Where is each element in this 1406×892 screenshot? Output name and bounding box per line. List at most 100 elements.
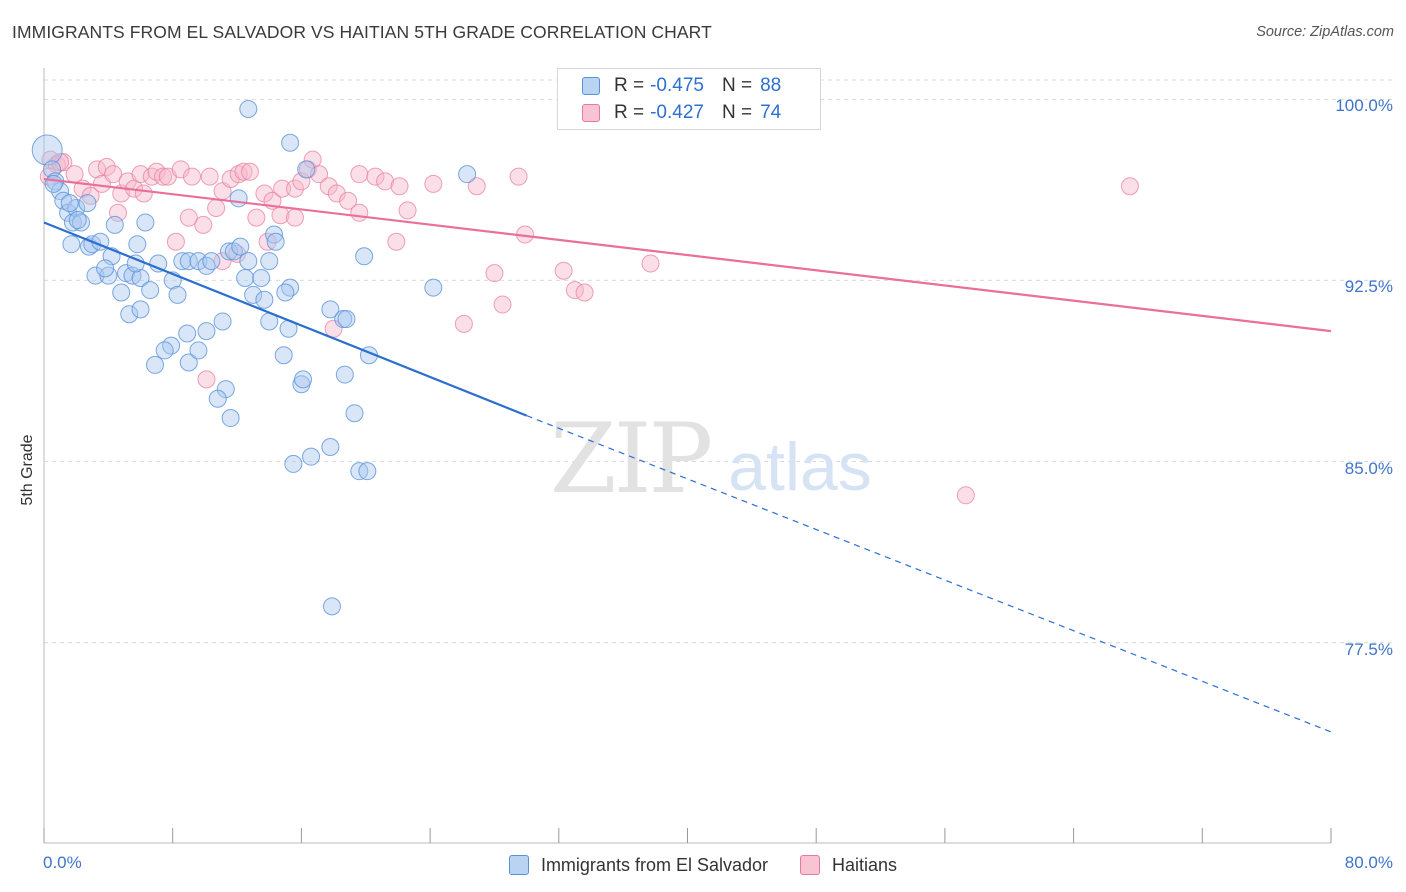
el-salvador-trend-extension [526,415,1332,733]
el-salvador-point [86,266,105,285]
y-tick-label: 77.5% [1344,639,1393,659]
axes [43,68,1332,844]
el-salvador-point [337,310,356,329]
haitians-point [398,201,417,220]
el-salvador-point [297,160,316,179]
legend-item-el-salvador[interactable]: Immigrants from El Salvador [508,854,769,876]
el-salvador-point [281,133,300,152]
el-salvador-point [335,365,354,384]
haitians-point [376,172,395,191]
el-salvador-point [302,447,321,466]
y-axis-title: 5th Grade [19,434,36,506]
el-salvador-point [131,300,150,319]
haitians-point [285,179,304,198]
el-salvador-point [213,312,232,331]
y-tick-label: 85.0% [1344,458,1393,478]
watermark-atlas: atlas [728,429,872,505]
x-tick-label-min: 0.0% [43,853,82,872]
legend-swatch-pink [800,855,821,875]
legend-label-el-salvador: Immigrants from El Salvador [540,854,769,875]
blue-n-value: 88 [760,75,782,96]
haitians-point [240,162,259,181]
legend-swatch-blue [508,855,529,875]
haitians-point [350,203,369,222]
el-salvador-point [321,300,340,319]
haitians-point [327,184,346,203]
legend: Immigrants from El Salvador Haitians [0,852,1406,878]
blue-swatch [582,77,600,95]
pink-n-label: N = [721,102,753,123]
haitians-point [339,191,358,210]
el-salvador-point [281,278,300,297]
haitians-point [366,167,385,186]
el-salvador-point [355,247,374,266]
el-salvador-point [179,353,198,372]
haitians-point [554,261,573,280]
legend-label-haitians: Haitians [832,854,898,875]
el-salvador-point [146,355,165,374]
haitians-point [454,314,473,333]
el-salvador-point [68,211,87,230]
haitians-point [200,167,219,186]
el-salvador-point [239,99,258,118]
haitians-point [285,208,304,227]
el-salvador-point [274,346,293,365]
el-salvador-point [236,268,255,287]
el-salvador-point [51,182,70,201]
haitians-point [97,157,116,176]
haitians-point [134,184,153,203]
haitians-point [956,486,975,505]
haitians-point [493,295,512,314]
haitians-point [424,174,443,193]
el-salvador-point [321,438,340,457]
el-salvador-point [178,324,197,343]
legend-item-haitians[interactable]: Haitians [800,855,897,876]
el-salvador-point [345,404,364,423]
el-salvador-point [173,252,192,271]
el-salvador-point [322,597,341,616]
haitians-point [350,165,369,184]
chart-title: IMMIGRANTS FROM EL SALVADOR VS HAITIAN 5… [12,22,712,42]
el-salvador-point [239,252,258,271]
el-salvador-point [60,194,79,213]
blue-r-label: R = [614,75,645,96]
x-tick-label-max: 80.0% [1344,853,1393,872]
pink-r-label: R = [614,102,645,123]
el-salvador-point [43,160,62,179]
haitians-point [247,208,266,227]
haitians-point [194,215,213,234]
el-salvador-point [112,283,131,302]
haitians-point [197,370,216,389]
el-salvador-point [202,252,221,271]
el-salvador-point [229,189,248,208]
y-tick-label: 100.0% [1335,96,1393,116]
blue-n-label: N = [721,75,753,96]
el-salvador-point [424,278,443,297]
haitians-point [171,160,190,179]
el-salvador-point [78,194,97,213]
el-salvador-point [265,225,284,244]
haitians-point [485,264,504,283]
haitians-point [154,167,173,186]
el-salvador-point [31,134,63,166]
source-label: Source: ZipAtlas.com [1256,24,1394,40]
haitians-point [387,232,406,251]
el-salvador-point [294,370,313,389]
haitians-point [575,283,594,302]
el-salvador-point [128,235,147,254]
haitians-point [109,203,128,222]
pink-n-value: 74 [760,102,782,123]
el-salvador-point [276,283,295,302]
stats-row-blue: R = -0.475 N = 88 [558,73,781,99]
haitians-point [509,167,528,186]
haitians-point [390,177,409,196]
haitians-trend-line [43,177,1332,333]
haitians-point [641,254,660,273]
haitians-point [183,167,202,186]
el-salvador-point [96,259,115,278]
y-tick-label: 92.5% [1344,277,1393,297]
pink-swatch [582,104,600,122]
pink-r-value: -0.427 [650,102,704,123]
haitians-point [179,208,198,227]
